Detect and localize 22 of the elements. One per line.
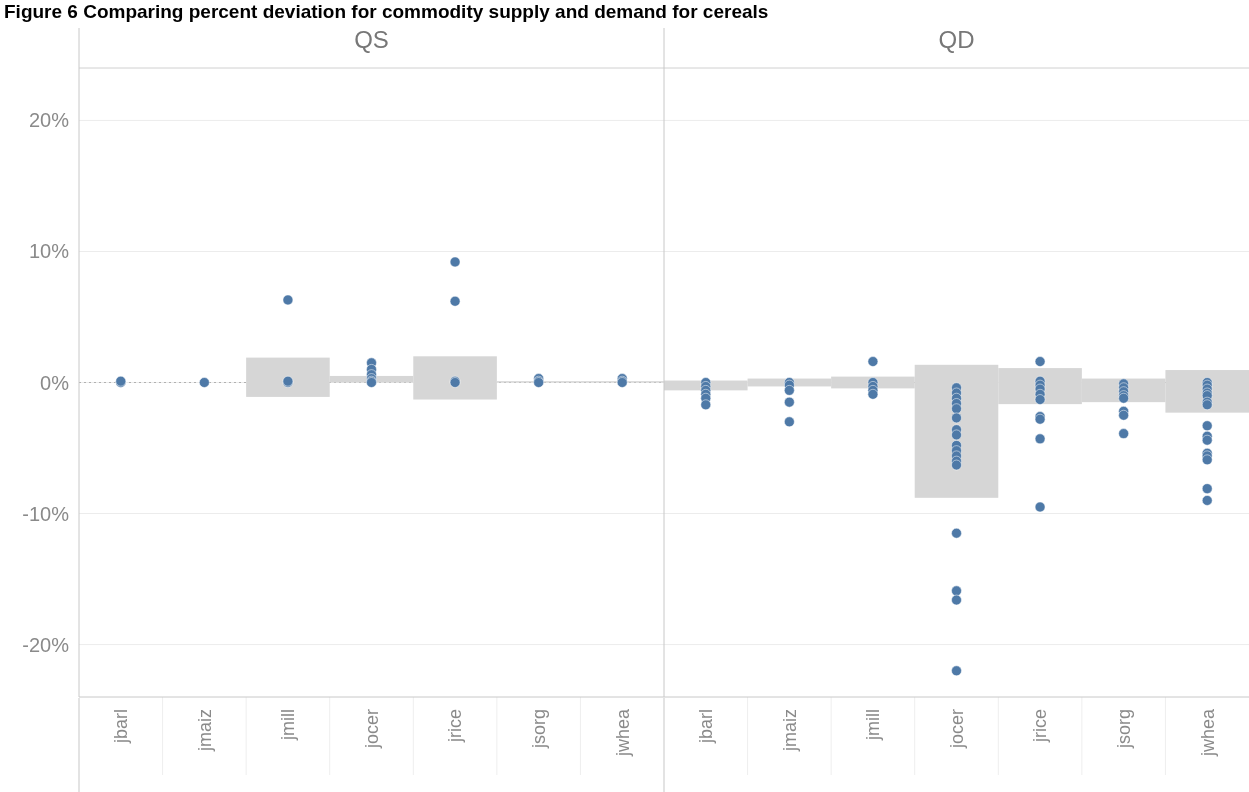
x-tick-label: jsorg (528, 709, 549, 750)
chart-subtitle: QS (354, 26, 389, 53)
x-tick-label: jrice (445, 709, 466, 744)
x-tick-label: jmaiz (779, 709, 800, 753)
x-tick-label: jmill (863, 709, 884, 741)
x-tick-label: jmaiz (194, 709, 215, 753)
x-tick-label: jbarl (696, 709, 717, 745)
chart-title: Figure 6 Comparing percent deviation for commodity supply and demand for cereals (4, 1, 769, 22)
y-tick-label: -10% (22, 502, 70, 525)
chart-subtitle: QD (938, 26, 975, 53)
x-tick-label: jwhea (612, 708, 633, 758)
y-tick-label: 0% (40, 371, 70, 394)
x-tick-label: jocer (946, 709, 967, 750)
y-tick-label: -20% (22, 633, 70, 656)
x-tick-label: jbarl (111, 709, 132, 745)
x-tick-label: jocer (361, 709, 382, 750)
x-tick-label: jwhea (1197, 708, 1218, 758)
x-tick-label: jrice (1030, 709, 1051, 744)
y-tick-label: 10% (28, 240, 70, 263)
x-tick-label: jmill (278, 709, 299, 741)
x-tick-label: jsorg (1113, 709, 1134, 750)
y-tick-label: 20% (28, 109, 70, 132)
